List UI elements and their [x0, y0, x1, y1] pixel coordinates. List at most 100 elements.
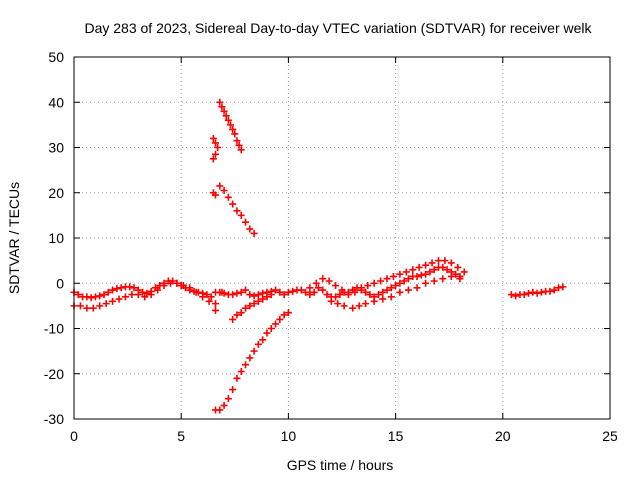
data-point — [102, 300, 110, 308]
data-point — [242, 361, 250, 369]
data-point — [173, 279, 181, 287]
data-point — [338, 286, 346, 294]
data-point — [186, 284, 194, 292]
data-point — [357, 284, 365, 292]
data-point — [216, 98, 224, 106]
data-point — [141, 293, 149, 301]
data-points — [70, 98, 567, 414]
data-point — [297, 286, 305, 294]
data-point — [512, 292, 520, 300]
data-point — [220, 401, 228, 409]
data-point — [227, 121, 235, 129]
data-point — [392, 282, 400, 290]
data-point — [235, 141, 243, 149]
data-point — [434, 257, 442, 265]
data-point — [430, 277, 438, 285]
y-tick-label: -30 — [44, 411, 64, 427]
data-point — [233, 137, 241, 145]
data-point — [439, 275, 447, 283]
data-point — [87, 294, 95, 302]
data-point — [428, 259, 436, 267]
x-tick-label: 25 — [602, 428, 618, 444]
data-point — [349, 304, 357, 312]
data-point — [83, 293, 91, 301]
data-point — [422, 261, 430, 269]
data-point — [377, 277, 385, 285]
data-point — [323, 291, 331, 299]
data-point — [284, 288, 292, 296]
data-point — [113, 285, 121, 293]
data-point — [212, 300, 220, 308]
data-point — [325, 277, 333, 285]
data-point — [91, 293, 99, 301]
data-point — [413, 272, 421, 280]
data-point — [237, 211, 245, 219]
data-point — [237, 146, 245, 154]
data-point — [96, 292, 104, 300]
series-isolated-points — [209, 150, 226, 314]
data-point — [362, 288, 370, 296]
data-point — [370, 279, 378, 287]
data-point — [233, 374, 241, 382]
data-point — [310, 288, 318, 296]
data-point — [404, 286, 412, 294]
y-tick-label: -20 — [44, 366, 64, 382]
data-point — [537, 288, 545, 296]
chart-title: Day 283 of 2023, Sidereal Day-to-day VTE… — [84, 20, 592, 36]
data-point — [218, 103, 226, 111]
data-point — [231, 130, 239, 138]
data-point — [422, 279, 430, 287]
data-point — [246, 225, 254, 233]
data-point — [259, 336, 267, 344]
data-point — [254, 340, 262, 348]
data-point — [404, 275, 412, 283]
data-point — [389, 272, 397, 280]
data-point — [166, 279, 174, 287]
data-point — [387, 284, 395, 292]
data-point — [242, 304, 250, 312]
data-point — [456, 275, 464, 283]
data-point — [396, 279, 404, 287]
data-point — [413, 284, 421, 292]
data-point — [559, 283, 567, 291]
data-point — [139, 288, 147, 296]
data-point — [130, 284, 138, 292]
data-point — [214, 144, 222, 151]
series-upper-descending-arc — [209, 98, 245, 154]
data-point — [216, 182, 224, 190]
data-point — [312, 279, 320, 287]
data-point — [109, 286, 117, 294]
data-point — [83, 304, 91, 312]
data-point — [134, 291, 142, 299]
data-point — [460, 268, 468, 276]
data-point — [229, 315, 237, 323]
y-tick-label: 20 — [48, 185, 64, 201]
data-point — [229, 200, 237, 208]
data-point — [454, 263, 462, 271]
data-point — [254, 297, 262, 305]
data-point — [409, 266, 417, 274]
data-point — [143, 289, 151, 297]
series-rising-arc — [212, 309, 292, 414]
data-point — [207, 293, 215, 301]
data-point — [426, 268, 434, 276]
data-point — [109, 297, 117, 305]
data-point — [224, 395, 232, 403]
data-point — [441, 257, 449, 265]
data-point — [237, 288, 245, 296]
data-point — [447, 259, 455, 267]
data-point — [209, 155, 217, 163]
data-point — [379, 288, 387, 296]
data-point — [364, 282, 372, 290]
data-point — [319, 275, 327, 283]
data-point — [351, 288, 359, 296]
grid-lines — [74, 57, 610, 419]
data-point — [121, 293, 129, 301]
data-point — [263, 329, 271, 337]
data-point — [126, 283, 134, 291]
data-point — [205, 297, 213, 305]
data-point — [115, 295, 123, 303]
x-tick-labels: 0 5 10 15 20 25 — [70, 428, 618, 444]
data-point — [546, 287, 554, 295]
data-point — [340, 302, 348, 310]
